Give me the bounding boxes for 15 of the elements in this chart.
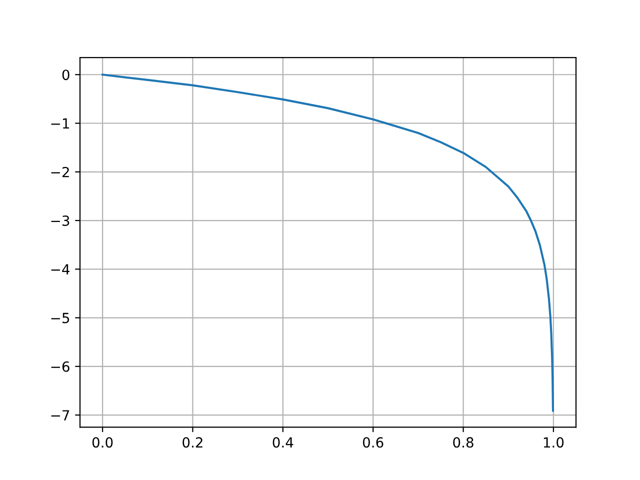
x-tick-label: 0.8 xyxy=(453,437,474,448)
x-tick-label: 1.0 xyxy=(544,437,564,448)
x-tick-label: 0.2 xyxy=(182,437,202,448)
y-tick-label: −2 xyxy=(51,166,69,178)
x-tick-label: 0.4 xyxy=(272,437,294,448)
y-tick-label: −5 xyxy=(51,312,70,324)
line-series xyxy=(102,74,554,412)
y-tick-label: −7 xyxy=(51,410,70,420)
y-tick-label: 0 xyxy=(62,70,70,80)
x-tick-label: 0.6 xyxy=(362,437,384,448)
y-tick-label: −6 xyxy=(51,361,70,372)
y-tick-label: −4 xyxy=(51,264,70,274)
x-tick-label: 0.0 xyxy=(92,437,113,448)
y-tick-label: −1 xyxy=(51,118,69,129)
y-tick-label: −3 xyxy=(51,215,70,226)
